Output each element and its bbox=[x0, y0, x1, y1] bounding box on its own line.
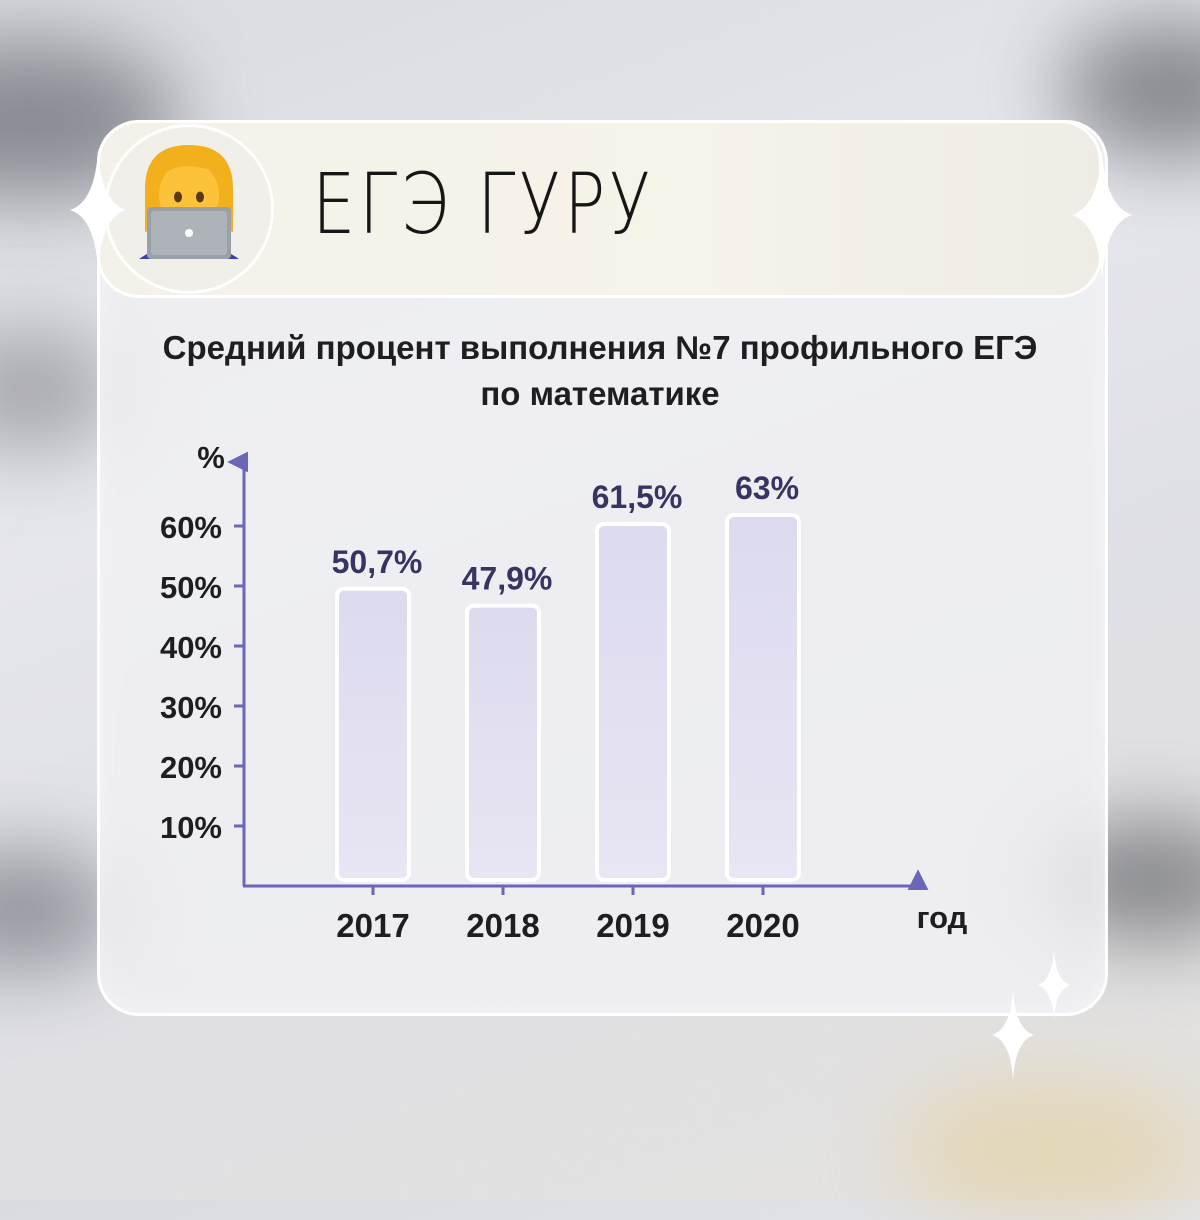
chart-title: Средний процент выполнения №7 профильног… bbox=[162, 329, 1038, 412]
bar-2018 bbox=[465, 603, 541, 882]
data-label: 63% bbox=[735, 470, 799, 506]
bar-2017 bbox=[335, 586, 411, 882]
sparkle-icon bbox=[70, 150, 126, 270]
data-label: 61,5% bbox=[592, 479, 683, 515]
chart-labels: 10% 20% 30% 40% 50% 60%% год 2017 50,7% 2018 47,9%… bbox=[160, 440, 968, 944]
y-axis-label: % bbox=[197, 440, 225, 475]
x-tick-label: 2017 bbox=[336, 907, 409, 944]
y-tick-label: 20% bbox=[160, 750, 222, 785]
avatar bbox=[104, 124, 274, 294]
chart-axes bbox=[227, 451, 929, 895]
data-label: 47,9% bbox=[462, 561, 553, 597]
woman-technologist-emoji-icon bbox=[139, 145, 239, 259]
y-tick-label: 50% bbox=[160, 570, 222, 605]
chart-bars bbox=[335, 513, 801, 882]
x-tick-label: 2019 bbox=[596, 907, 669, 944]
y-tick-label: 60% bbox=[160, 510, 222, 545]
sparkle-icon bbox=[1071, 150, 1133, 280]
x-tick-label: 2020 bbox=[726, 907, 799, 944]
y-tick-label: 10% bbox=[160, 810, 222, 845]
bar-2019 bbox=[595, 522, 671, 882]
y-tick-label: 30% bbox=[160, 690, 222, 725]
brand-title: ЕГЭ ГУРУ bbox=[312, 155, 654, 253]
x-tick-label: 2018 bbox=[466, 907, 539, 944]
x-axis-label: год bbox=[917, 900, 968, 935]
data-label: 50,7% bbox=[332, 544, 423, 580]
bar-2020 bbox=[725, 513, 801, 882]
sparkle-icon bbox=[992, 990, 1034, 1080]
sparkle-icon bbox=[1037, 950, 1071, 1020]
y-tick-label: 40% bbox=[160, 630, 222, 665]
